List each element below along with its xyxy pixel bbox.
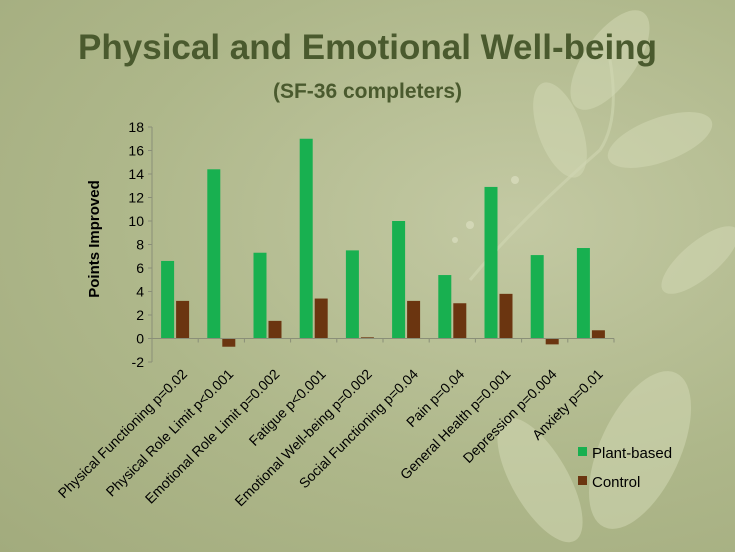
y-tick-label: 12 (128, 190, 144, 206)
bar-plant-based (530, 255, 544, 339)
y-tick-label: 0 (136, 331, 144, 347)
chart-title: Physical and Emotional Well-being (78, 28, 657, 67)
bar-plant-based (484, 186, 498, 339)
chart-subtitle: (SF-36 completers) (272, 80, 463, 103)
legend-swatch-plant-based (578, 447, 587, 456)
bar-plant-based (392, 221, 406, 339)
y-axis-label: Points Improved (86, 180, 103, 298)
bar-plant-based (253, 252, 267, 339)
bar-plant-based (161, 260, 175, 339)
bars (161, 138, 605, 347)
y-tick-label: 4 (136, 284, 144, 300)
bar-control (545, 338, 559, 345)
bar-control (176, 300, 190, 339)
bar-control (314, 298, 328, 339)
bar-plant-based (345, 250, 359, 339)
y-tick-label: 6 (136, 260, 144, 276)
bar-control (360, 337, 374, 339)
legend-label-control: Control (592, 474, 640, 491)
y-tick-label: 18 (128, 119, 144, 135)
y-tick-label: 8 (136, 237, 144, 253)
bar-plant-based (438, 275, 452, 339)
bar-plant-based (576, 248, 590, 339)
bar-control (591, 330, 605, 339)
bar-control (453, 303, 467, 339)
y-axis: -2 0 2 4 6 8 10 12 14 16 18 (128, 119, 153, 370)
bar-control (268, 320, 282, 339)
bar-control (222, 338, 236, 347)
y-tick-label: 10 (128, 213, 144, 229)
y-tick-label: -2 (132, 354, 145, 370)
bar-plant-based (207, 169, 221, 339)
bar-plant-based (299, 138, 313, 339)
legend: Plant-based Control (578, 445, 672, 491)
legend-label-plant-based: Plant-based (592, 445, 672, 462)
y-tick-label: 16 (128, 143, 144, 159)
y-tick-label: 14 (128, 166, 144, 182)
y-tick-label: 2 (136, 307, 144, 323)
bar-control (499, 293, 513, 339)
legend-swatch-control (578, 476, 587, 485)
bar-control (407, 300, 421, 339)
